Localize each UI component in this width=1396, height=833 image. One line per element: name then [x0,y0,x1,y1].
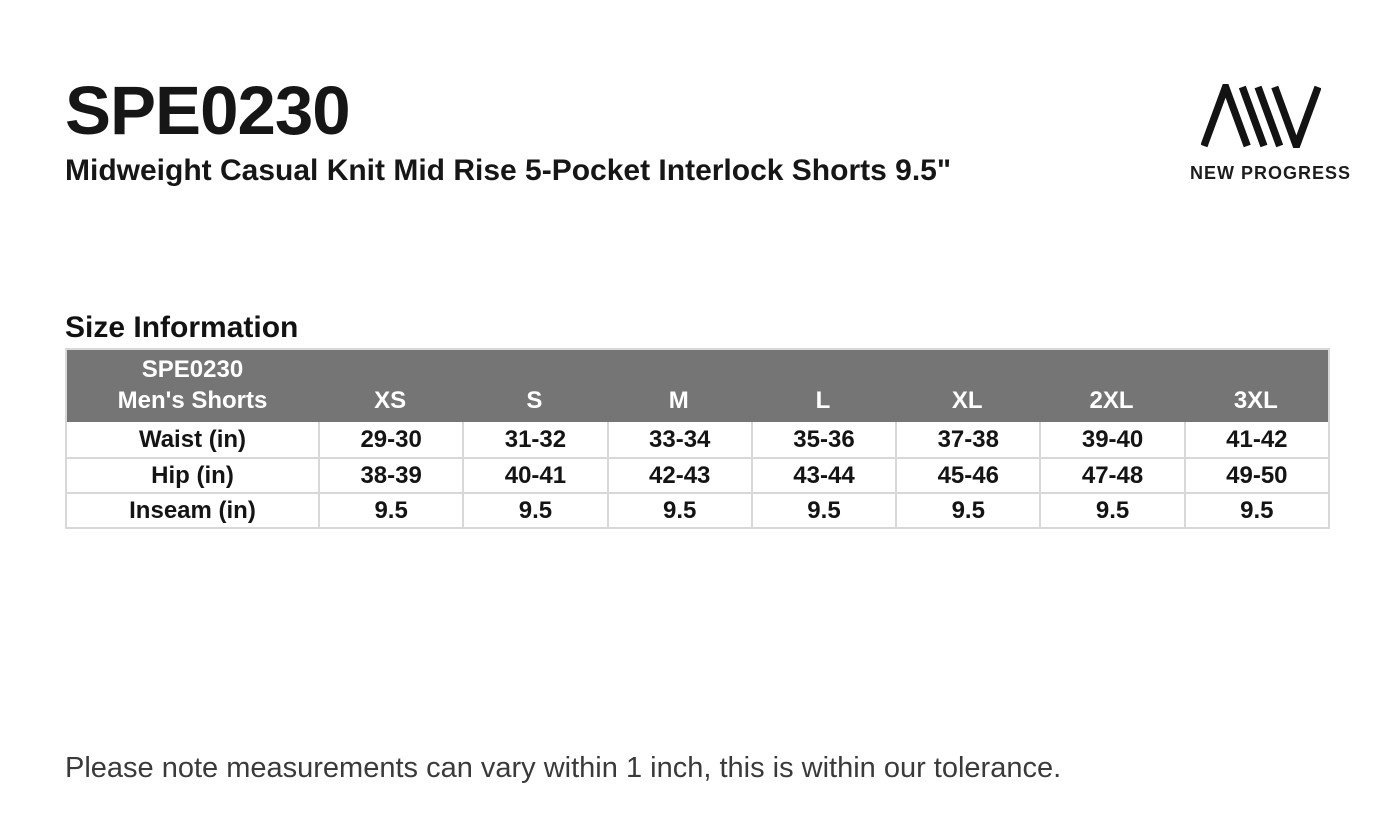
size-column-header-s: S [526,387,543,415]
hip-value-s: 40-41 [462,459,606,492]
product-name-subtitle: Midweight Casual Knit Mid Rise 5-Pocket … [65,154,952,187]
product-code-title: SPE0230 [65,72,351,149]
size-column-header-3xl: 3XL [1233,387,1278,415]
waist-value-2xl: 39-40 [1039,422,1183,457]
brand-name-text: NEW PROGRESS [1190,163,1352,183]
size-chart-table: SPE0230 Men's Shorts XS S M L XL 2XL 3XL… [65,348,1330,529]
inseam-value-3xl: 9.5 [1183,494,1328,527]
row-label-inseam: Inseam (in) [129,496,256,524]
table-row-inseam: Inseam (in) 9.5 9.5 9.5 9.5 9.5 9.5 9.5 [67,492,1328,527]
table-corner-header: SPE0230 Men's Shorts [67,350,318,422]
waist-value-3xl: 41-42 [1183,422,1328,457]
waist-value-l: 35-36 [750,422,895,457]
size-column-header-xl: XL [951,387,983,415]
size-column-header-2xl: 2XL [1089,387,1134,415]
inseam-value-m: 9.5 [606,494,751,527]
inseam-value-xs: 9.5 [318,494,462,527]
hip-value-m: 42-43 [606,459,751,492]
row-label-hip: Hip (in) [151,461,234,489]
table-row-waist: Waist (in) 29-30 31-32 33-34 35-36 37-38… [67,422,1328,457]
row-label-waist: Waist (in) [138,425,247,453]
inseam-value-xl: 9.5 [895,494,1039,527]
waist-value-m: 33-34 [606,422,751,457]
brand-logo: NEW PROGRESS [1190,84,1352,184]
waist-value-xl: 37-38 [895,422,1039,457]
hip-value-2xl: 47-48 [1039,459,1183,492]
hip-value-xl: 45-46 [895,459,1039,492]
tolerance-note: Please note measurements can vary within… [65,752,1062,784]
table-corner-line1: SPE0230 [141,356,244,383]
table-corner-line2: Men's Shorts [117,387,268,415]
table-row-hip: Hip (in) 38-39 40-41 42-43 43-44 45-46 4… [67,457,1328,492]
inseam-value-s: 9.5 [462,494,606,527]
hip-value-xs: 38-39 [318,459,462,492]
size-column-header-m: M [668,387,689,415]
waist-value-xs: 29-30 [318,422,462,457]
size-column-header-l: L [815,387,831,415]
hip-value-l: 43-44 [750,459,895,492]
hip-value-3xl: 49-50 [1183,459,1328,492]
inseam-value-2xl: 9.5 [1039,494,1183,527]
brand-logo-icon [1201,84,1321,148]
inseam-value-l: 9.5 [750,494,895,527]
table-header-row: SPE0230 Men's Shorts XS S M L XL 2XL 3XL [67,350,1328,422]
size-column-header-xs: XS [374,387,407,415]
waist-value-s: 31-32 [462,422,606,457]
size-information-heading: Size Information [65,311,299,344]
document-header: SPE0230 Midweight Casual Knit Mid Rise 5… [65,76,951,189]
